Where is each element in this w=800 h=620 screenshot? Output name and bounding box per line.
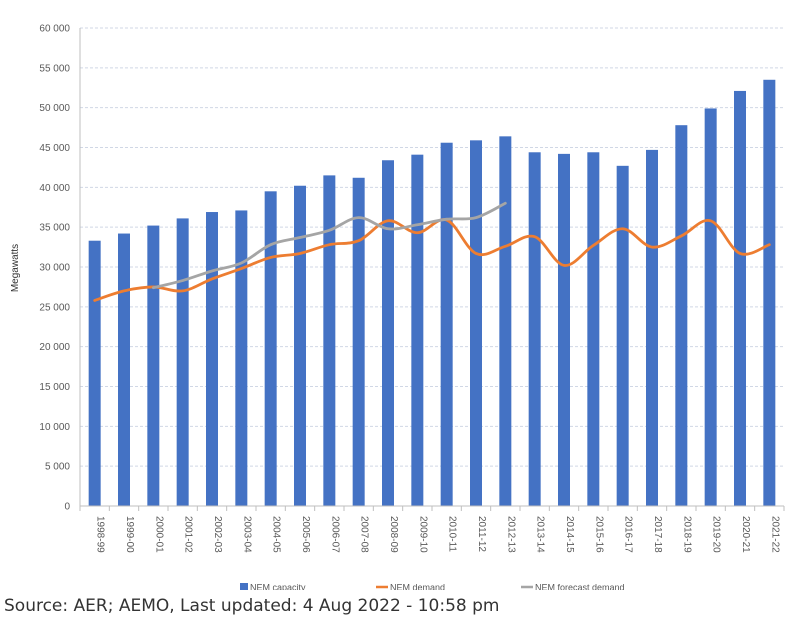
bar-nem-capacity (206, 212, 218, 506)
line-series (93, 201, 771, 302)
y-tick-label: 40 000 (39, 183, 70, 194)
bar-nem-capacity (646, 149, 658, 506)
x-tick-label: 2004-05 (271, 516, 282, 553)
bar-nem-capacity (147, 225, 160, 506)
source-note: Source: AER; AEMO, Last updated: 4 Aug 2… (4, 596, 500, 616)
bar-nem-capacity (499, 136, 512, 506)
y-tick-label: 10 000 (39, 422, 70, 433)
y-tick-label: 5 000 (45, 462, 70, 473)
y-tick-label: 50 000 (39, 103, 70, 114)
x-axis: 1998-99 1999-00 2000-01 2001-02 2002-03 2003-… (79, 505, 785, 553)
bar-nem-capacity (528, 152, 541, 506)
x-tick-label: 2021-22 (769, 516, 780, 553)
x-tick-label: 2014-15 (564, 516, 575, 553)
y-tick-label: 20 000 (39, 342, 70, 353)
x-tick-label: 2002-03 (212, 516, 223, 553)
bar-nem-capacity (411, 154, 424, 507)
bar-nem-capacity (176, 218, 189, 507)
y-tick-label: 55 000 (39, 63, 70, 74)
grid-lines (80, 27, 784, 467)
y-tick-label: 25 000 (39, 302, 70, 313)
bar-nem-capacity (118, 233, 130, 507)
chart: 0 5 000 10 000 15 000 20 000 25 000 30 000 35 0… (10, 24, 785, 591)
x-tick-label: 2019-20 (711, 516, 722, 553)
bar-nem-capacity (704, 108, 717, 507)
y-tick-label: 0 (64, 502, 70, 513)
y-tick-label: 15 000 (39, 382, 70, 393)
y-tick-label: 30 000 (39, 263, 70, 274)
y-tick-label: 35 000 (39, 223, 70, 234)
bar-nem-capacity (734, 90, 746, 506)
x-tick-label: 2018-19 (681, 516, 692, 553)
bar-nem-capacity (763, 79, 776, 507)
bar-nem-capacity (558, 153, 570, 506)
x-tick-label: 2010-11 (447, 516, 458, 552)
bar-nem-capacity (235, 210, 248, 507)
bar-nem-capacity (440, 142, 453, 506)
x-tick-label: 2017-18 (652, 516, 663, 553)
legend-swatch-nem-capacity (240, 583, 248, 590)
bar-nem-capacity (323, 175, 336, 506)
x-tick-label: 2013-14 (535, 516, 546, 553)
y-tick-label: 45 000 (39, 143, 70, 154)
x-tick-label: 2012-13 (505, 516, 516, 553)
x-tick-label: 1998-99 (95, 516, 106, 553)
bar-series (88, 79, 776, 507)
x-tick-label: 2015-16 (593, 516, 604, 553)
bar-nem-capacity (587, 152, 600, 506)
x-tick-label: 2006-07 (329, 516, 340, 553)
x-tick-label: 2003-04 (241, 516, 252, 553)
bar-nem-capacity (382, 160, 394, 506)
x-tick-label: 2009-10 (417, 516, 428, 553)
line-nem-demand (93, 218, 771, 302)
line-nem-forecast-demand (151, 201, 507, 290)
x-tick-label: 2008-09 (388, 516, 399, 553)
x-tick-label: 2000-01 (153, 516, 164, 553)
legend-label-nem-forecast-demand: NEM forecast demand (535, 583, 625, 591)
x-tick-label: 2005-06 (300, 516, 311, 553)
legend-label-nem-capacity: NEM capacity (250, 583, 306, 591)
bar-nem-capacity (470, 140, 482, 506)
x-tick-label: 2020-21 (740, 516, 751, 553)
y-axis: 0 5 000 10 000 15 000 20 000 25 000 30 000 35 0… (39, 24, 81, 513)
bar-nem-capacity (88, 240, 101, 506)
x-tick-label: 2016-17 (623, 516, 634, 553)
x-tick-label: 2001-02 (183, 516, 194, 553)
x-tick-label: 1999-00 (124, 516, 135, 553)
bar-nem-capacity (352, 177, 365, 507)
bar-nem-capacity (264, 191, 277, 507)
x-tick-label: 2007-08 (359, 516, 370, 553)
y-axis-title: Megawatts (10, 244, 21, 292)
bar-nem-capacity (294, 185, 306, 507)
bar-nem-capacity (675, 125, 688, 507)
legend-label-nem-demand: NEM demand (390, 583, 445, 591)
y-tick-label: 60 000 (39, 24, 70, 35)
legend: NEM capacity NEM demand NEM forecast deman… (240, 583, 625, 591)
x-tick-label: 2011-12 (476, 516, 487, 552)
bar-nem-capacity (616, 165, 629, 506)
